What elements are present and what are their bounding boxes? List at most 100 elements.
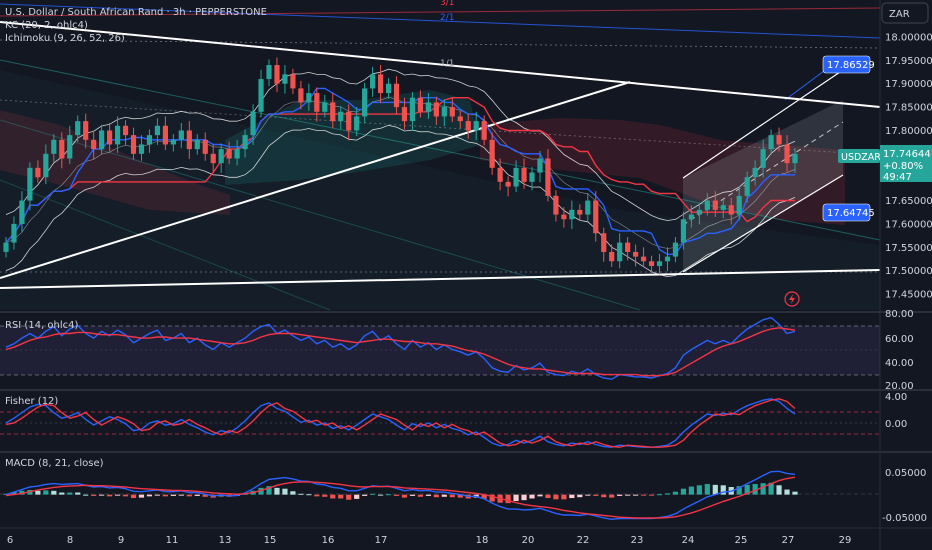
fisher-legend[interactable]: Fisher (12) <box>5 396 58 407</box>
macd-histogram-bar <box>178 494 184 496</box>
macd-histogram-bar <box>457 494 463 498</box>
lightning-icon[interactable] <box>784 291 800 307</box>
candle-body <box>728 205 734 215</box>
candle-body <box>489 139 495 168</box>
macd-signal-line <box>5 476 796 519</box>
macd-histogram-bar <box>138 494 145 498</box>
candle-body <box>282 74 288 84</box>
macd-histogram-bar <box>760 483 766 495</box>
macd-histogram-bar <box>266 486 272 495</box>
candle-body <box>210 153 216 164</box>
price-tick: 17.80000 <box>885 126 932 137</box>
macd-tick-pos: 0.05000 <box>885 468 926 479</box>
time-axis[interactable]: 6 8 9 11 13 15 16 17 18 20 22 23 24 25 27 29 <box>7 535 852 546</box>
price-tick: 17.65000 <box>885 196 932 207</box>
rsi-legend[interactable]: RSI (14, ohlc4) <box>5 320 79 331</box>
candle-body <box>449 107 455 117</box>
time-tick: 18 <box>476 535 489 546</box>
macd-histogram-bar <box>122 494 129 497</box>
macd-histogram-bar <box>107 494 113 497</box>
header-title: U.S. Dollar / South African Rand · 3h · … <box>5 7 267 18</box>
bar-countdown: 49:47 <box>883 172 912 183</box>
fib-label-3-1: 3/1 <box>440 0 454 8</box>
candle-body <box>75 121 81 136</box>
candle-body <box>162 125 168 145</box>
macd-histogram-bar <box>529 494 535 499</box>
currency-button[interactable]: ZAR <box>881 2 929 24</box>
candle-body <box>792 153 798 164</box>
candle-body <box>314 93 320 112</box>
candle-body <box>529 172 535 182</box>
candle-body <box>122 125 129 136</box>
macd-histogram-bar <box>545 494 551 499</box>
candle-body <box>186 130 192 150</box>
candle-body <box>91 139 97 150</box>
candle-body <box>473 121 479 131</box>
macd-histogram-bar <box>91 494 97 496</box>
candle-body <box>306 93 312 103</box>
candle-body <box>242 135 248 150</box>
candle-body <box>170 139 176 145</box>
candle-body <box>330 102 336 122</box>
macd-histogram-bar <box>401 494 408 498</box>
svg-text:USDZAR: USDZAR <box>841 152 881 163</box>
macd-histogram-bar <box>362 494 368 496</box>
macd-histogram-bar <box>672 491 679 495</box>
macd-pane[interactable] <box>0 470 880 521</box>
candle-body <box>51 139 57 154</box>
candle-body <box>513 167 519 187</box>
macd-histogram-bar <box>51 490 57 495</box>
time-tick: 13 <box>219 535 232 546</box>
kc-legend[interactable]: KC (20, 2, ohlc4) <box>5 20 88 31</box>
candle-body <box>59 139 65 159</box>
channel-arrow <box>784 67 829 101</box>
macd-histogram-bar <box>274 487 280 495</box>
candle-body <box>258 79 264 112</box>
candle-body <box>585 200 591 215</box>
candle-body <box>481 121 487 140</box>
candle-body <box>154 125 161 136</box>
candles <box>3 57 798 275</box>
time-tick: 6 <box>7 535 13 546</box>
fib-label-1-1: 1/1 <box>440 59 454 69</box>
candle-body <box>609 251 615 262</box>
upper-price-badge: 17.86529 <box>822 55 875 74</box>
macd-histogram-bar <box>330 494 336 499</box>
last-price-badge: 17.74644 +0.80% 49:47 <box>880 145 932 183</box>
macd-histogram-bar <box>521 494 527 501</box>
trendline-support <box>0 269 881 289</box>
macd-histogram-bar <box>433 494 439 498</box>
macd-histogram-bar <box>513 494 519 502</box>
price-tick: 18.00000 <box>885 33 932 44</box>
ichimoku-legend[interactable]: Ichimoku (9, 26, 52, 26) <box>5 33 125 44</box>
candle-body <box>696 209 702 215</box>
macd-histogram-bar <box>194 494 200 496</box>
candle-body <box>409 97 416 122</box>
candle-body <box>521 167 527 182</box>
macd-histogram-bar <box>505 494 511 504</box>
macd-histogram-bar <box>59 492 65 495</box>
fib-label-2-1: 2/1 <box>440 13 454 23</box>
rsi-tick-80: 80.00 <box>885 309 914 320</box>
macd-legend[interactable]: MACD (8, 21, close) <box>5 458 104 469</box>
macd-histogram-bar <box>75 492 81 495</box>
candle-body <box>553 195 559 215</box>
candle-body <box>505 181 511 187</box>
time-tick: 27 <box>782 535 795 546</box>
candle-body <box>617 242 623 262</box>
keltner-channel <box>5 68 796 278</box>
macd-histogram-bar <box>441 494 447 497</box>
rsi-tick-60: 60.00 <box>885 334 914 345</box>
price-tick: 17.95000 <box>885 56 932 67</box>
candle-body <box>656 261 663 266</box>
macd-histogram-bar <box>35 490 41 495</box>
candle-body <box>266 65 272 80</box>
candle-body <box>338 111 344 122</box>
price-tick: 17.85000 <box>885 103 932 114</box>
macd-histogram-bar <box>752 484 758 495</box>
candle-body <box>67 135 73 159</box>
fisher-pane[interactable] <box>0 398 880 448</box>
macd-histogram-bar <box>202 494 208 497</box>
rsi-pane[interactable] <box>0 316 880 380</box>
